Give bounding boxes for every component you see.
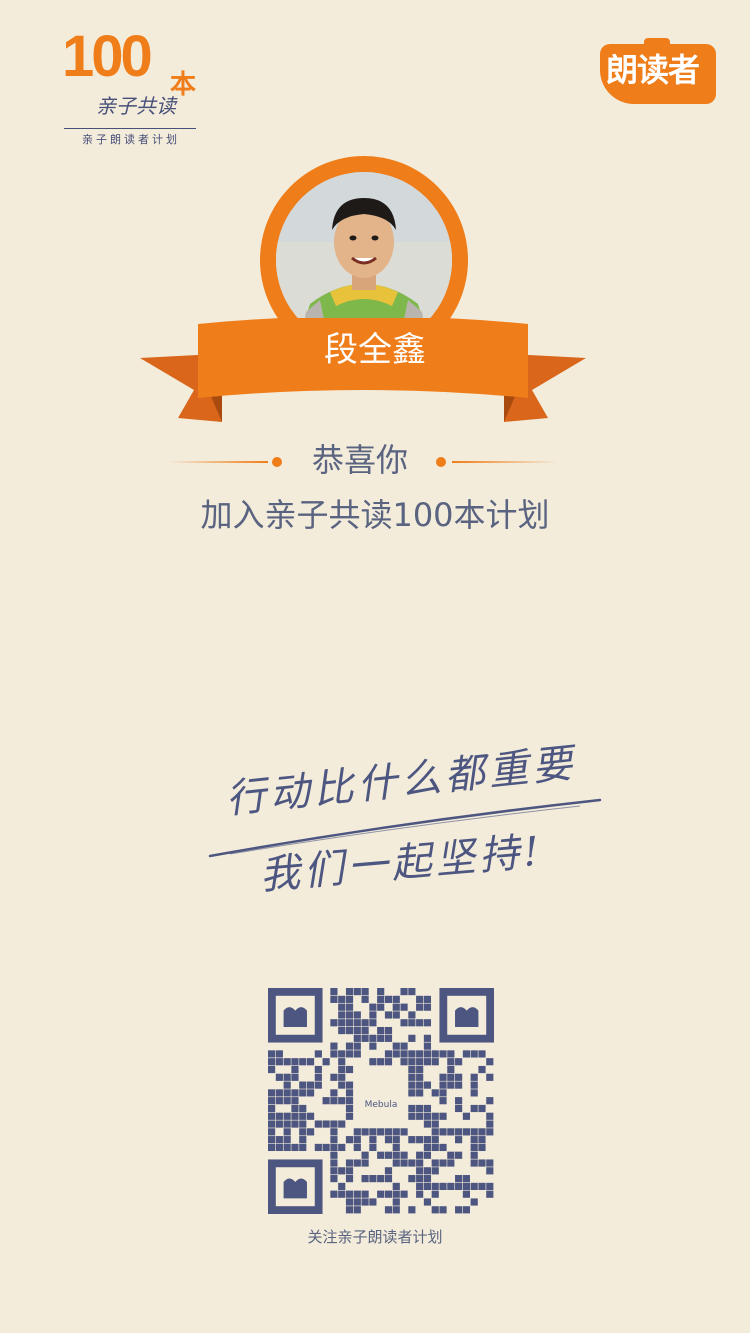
logo-number: 100 bbox=[62, 24, 153, 89]
decor-dot-left bbox=[272, 457, 282, 467]
slogan-underline bbox=[208, 798, 602, 858]
qr-center-logo: Mebula bbox=[365, 1100, 398, 1110]
program-logo: 100 本 亲子共读 亲子朗读者计划 bbox=[60, 28, 200, 148]
decor-dot-right bbox=[436, 457, 446, 467]
qr-code[interactable]: Mebula bbox=[268, 988, 494, 1214]
qr-finder-bottom-left bbox=[268, 1159, 323, 1214]
congrats-title: 恭喜你 bbox=[311, 441, 408, 479]
brand-logo: 朗读者 bbox=[600, 38, 716, 114]
qr-finder-top-left bbox=[268, 988, 323, 1043]
brand-logo-badge bbox=[600, 44, 716, 104]
child-name: 段全鑫 bbox=[324, 330, 426, 370]
decor-line-right bbox=[452, 461, 558, 463]
name-ribbon bbox=[140, 318, 586, 422]
logo-ben: 本 bbox=[170, 70, 197, 100]
qr-finder-top-right bbox=[439, 988, 494, 1043]
logo-divider bbox=[64, 128, 196, 129]
congrats-subtitle: 加入亲子共读100本计划 bbox=[200, 496, 550, 534]
decor-line-left bbox=[168, 461, 268, 463]
logo-subtitle: 亲子朗读者计划 bbox=[82, 133, 180, 146]
logo-script: 亲子共读 bbox=[96, 94, 176, 118]
qr-caption: 关注亲子朗读者计划 bbox=[307, 1228, 443, 1246]
brand-logo-text: 朗读者 bbox=[606, 51, 700, 89]
